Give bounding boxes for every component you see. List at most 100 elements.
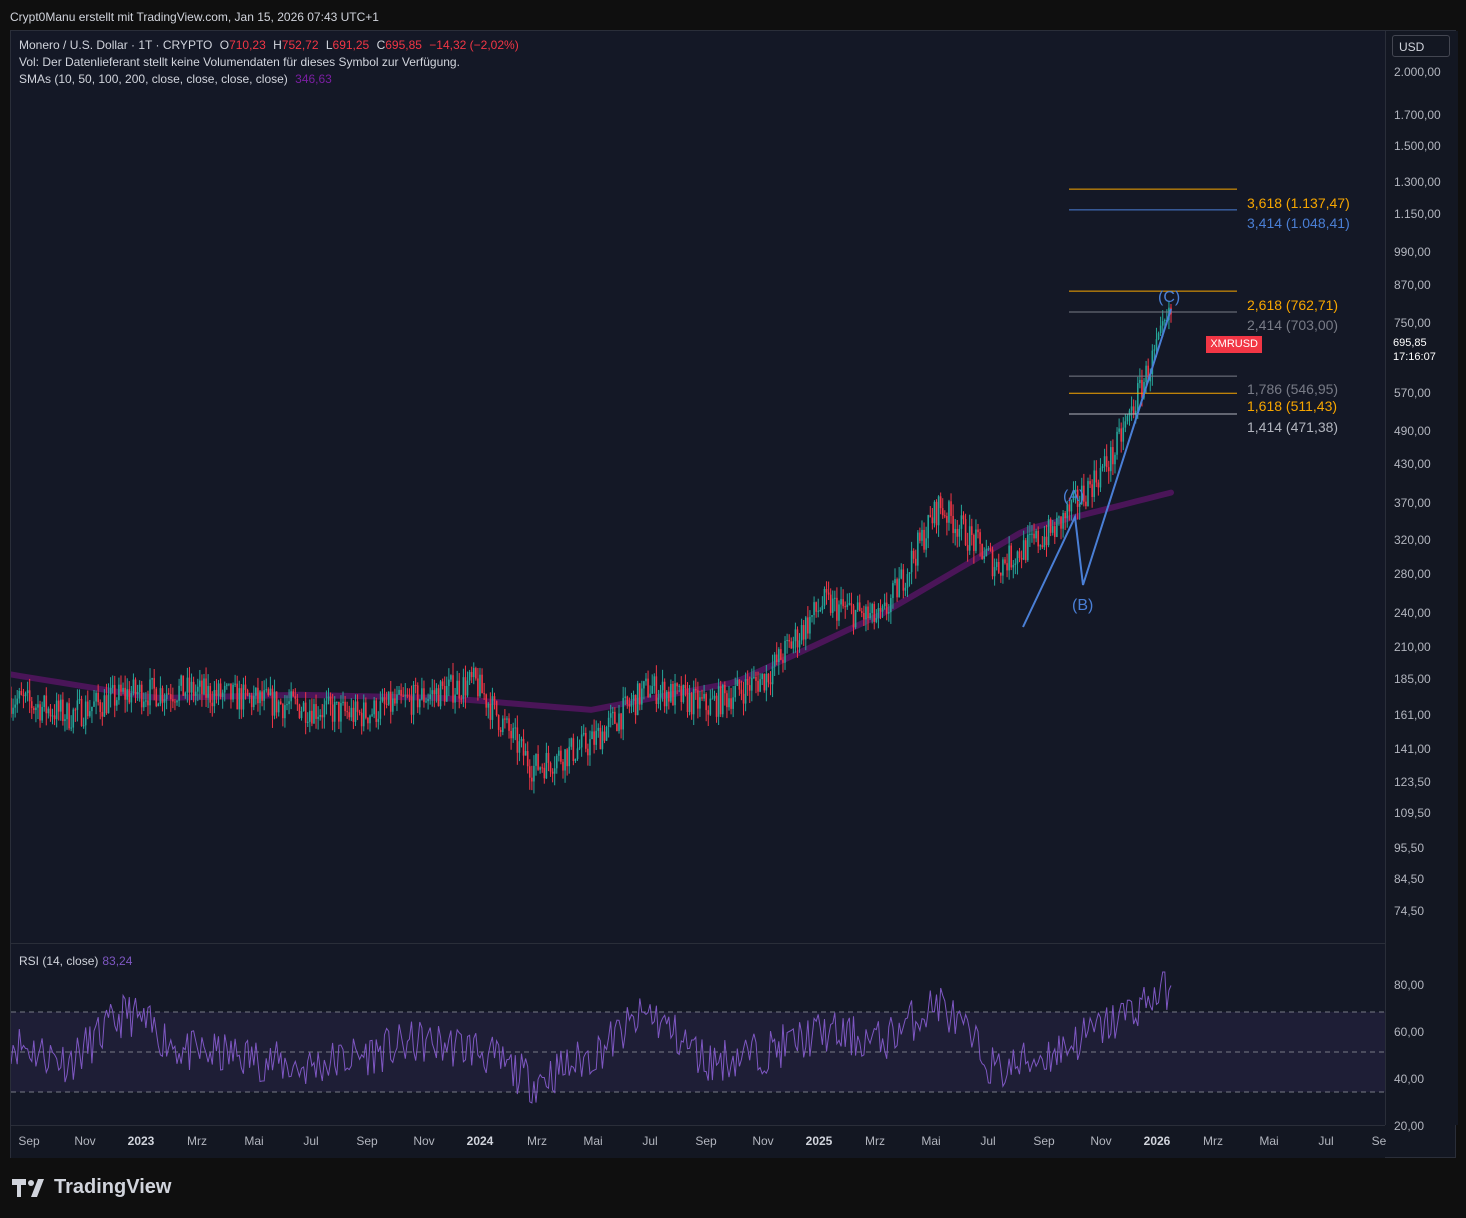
candle-body xyxy=(1051,526,1054,533)
candle-body xyxy=(120,684,122,692)
candle-body xyxy=(726,693,728,708)
candle-body xyxy=(921,529,923,541)
candle-body xyxy=(452,675,454,703)
candle-body xyxy=(719,686,722,715)
elliott-wave-line xyxy=(1022,308,1172,628)
sma-label[interactable]: SMAs (10, 50, 100, 200, close, close, cl… xyxy=(19,72,288,86)
candle-body xyxy=(715,695,718,717)
candle-body xyxy=(651,685,654,694)
candle-body xyxy=(993,566,996,577)
candle-body xyxy=(630,700,633,707)
candle-body xyxy=(954,529,956,534)
rsi-pane[interactable]: RSI (14, close) 83,24 xyxy=(11,943,1385,1126)
candle-body xyxy=(70,727,72,729)
candle-body xyxy=(804,617,807,640)
candle-body xyxy=(213,689,216,707)
candle-body xyxy=(470,671,473,678)
time-tick: 2024 xyxy=(466,1134,494,1148)
candle-body xyxy=(607,717,610,728)
candle-body xyxy=(703,694,705,699)
candle-body xyxy=(51,715,54,717)
candle-body xyxy=(1157,333,1160,340)
candle-body xyxy=(948,501,950,523)
candles xyxy=(11,300,1172,794)
currency-selector[interactable]: USD xyxy=(1392,35,1450,57)
rsi-legend: RSI (14, close) 83,24 xyxy=(19,954,132,968)
candle-body xyxy=(365,702,367,718)
candle-body xyxy=(402,695,405,697)
candle-body xyxy=(531,777,533,782)
tradingview-logo[interactable]: TradingView xyxy=(12,1176,171,1199)
candle-body xyxy=(257,687,259,704)
candle-body xyxy=(593,731,595,745)
candle-body xyxy=(1155,339,1158,350)
candle-body xyxy=(877,608,880,618)
candle-body xyxy=(348,712,351,718)
candle-body xyxy=(118,684,120,701)
candle-body xyxy=(165,693,168,700)
main-price-pane[interactable]: Monero / U.S. Dollar · 1T · CRYPTO O710,… xyxy=(11,31,1385,943)
candle-body xyxy=(807,617,809,634)
candle-body xyxy=(1039,545,1042,547)
time-tick: Mai xyxy=(244,1134,264,1148)
candle-body xyxy=(759,679,761,692)
candle-body xyxy=(286,704,288,706)
candle-body xyxy=(919,532,921,541)
time-tick: Sep xyxy=(18,1134,40,1148)
candle-body xyxy=(682,684,685,702)
candle-body xyxy=(203,678,205,695)
candle-body xyxy=(464,677,467,696)
time-tick: Mrz xyxy=(187,1134,207,1148)
sma-line xyxy=(11,489,1174,713)
price-tick: 1.700,00 xyxy=(1394,108,1441,122)
candle-body xyxy=(659,690,662,698)
candle-body xyxy=(35,707,37,710)
price-axis[interactable]: USD 2.000,00 1.700,00 1.500,00 1.300,00 … xyxy=(1385,31,1458,1133)
candle-body xyxy=(252,695,255,708)
candle-body xyxy=(657,697,660,704)
candle-body xyxy=(491,696,494,720)
candle-body xyxy=(190,681,193,693)
candle-body xyxy=(618,713,620,732)
candle-body xyxy=(504,718,506,720)
candle-body xyxy=(821,605,824,610)
candle-body xyxy=(1018,551,1021,558)
price-tick: 1.150,00 xyxy=(1394,207,1441,221)
candle-body xyxy=(149,679,151,706)
time-tick: Mai xyxy=(583,1134,603,1148)
candle-body xyxy=(854,609,857,628)
candle-body xyxy=(1014,563,1017,565)
candle-body xyxy=(186,677,189,693)
symbol-title[interactable]: Monero / U.S. Dollar · 1T · CRYPTO xyxy=(19,38,213,52)
candle-body xyxy=(676,683,678,687)
candle-body xyxy=(537,753,539,770)
candle-body xyxy=(385,703,388,705)
candle-body xyxy=(323,704,326,718)
candle-body xyxy=(645,678,647,682)
price-tick: 84,50 xyxy=(1394,872,1425,886)
candle-body xyxy=(858,602,861,612)
fib-level-1618: 1,618 (511,43) xyxy=(1247,398,1338,414)
price-tick: 370,00 xyxy=(1394,496,1431,510)
candle-body xyxy=(311,710,313,724)
candle-body xyxy=(811,615,813,617)
time-axis[interactable]: Sep Nov 2023 Mrz Mai Jul Sep Nov 2024 Mr… xyxy=(11,1125,1386,1158)
candle-body xyxy=(861,611,863,613)
candle-body xyxy=(514,727,517,729)
close-label: C xyxy=(376,38,386,52)
candle-body xyxy=(624,696,627,698)
candle-body xyxy=(472,668,475,678)
rsi-label[interactable]: RSI (14, close) xyxy=(19,954,99,968)
candle-body xyxy=(647,678,649,697)
candle-body xyxy=(11,698,12,714)
candle-body xyxy=(458,680,461,699)
candle-body xyxy=(43,695,46,707)
candle-body xyxy=(1083,485,1085,502)
candle-body xyxy=(462,677,465,699)
candle-body xyxy=(1010,545,1013,568)
candle-body xyxy=(724,684,726,694)
candle-body xyxy=(946,516,948,523)
candle-body xyxy=(740,689,743,694)
candle-body xyxy=(306,721,309,723)
candle-body xyxy=(535,753,537,766)
